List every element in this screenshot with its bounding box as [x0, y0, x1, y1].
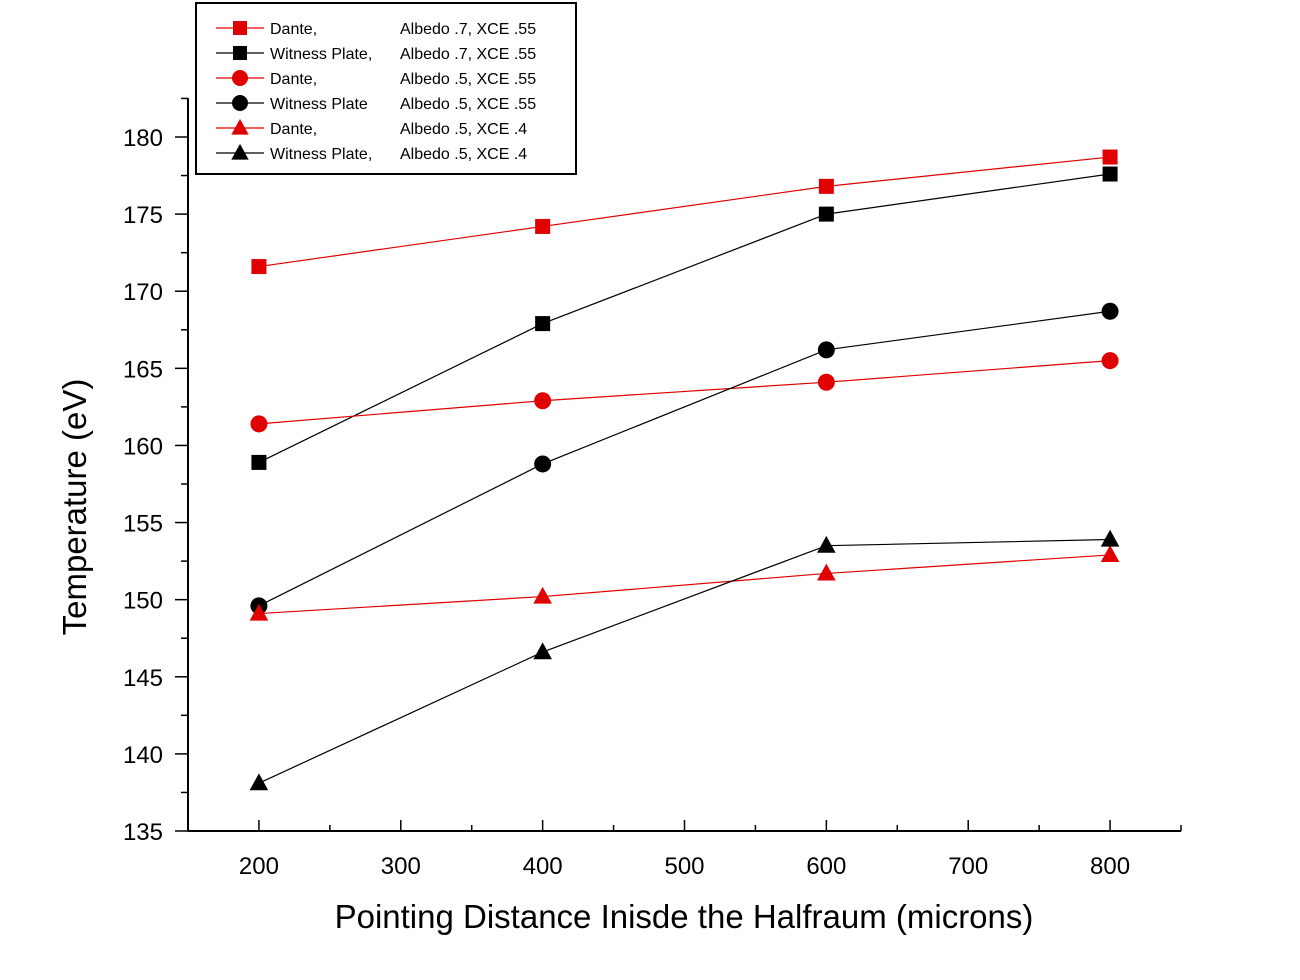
x-tick-label: 800 — [1090, 853, 1130, 880]
x-tick-label: 400 — [523, 853, 563, 880]
data-point — [818, 206, 834, 222]
legend-detail: Albedo .5, XCE .55 — [400, 96, 536, 113]
x-tick-label: 500 — [664, 853, 704, 880]
y-tick-label: 160 — [123, 433, 163, 460]
legend-detail: Albedo .5, XCE .4 — [400, 146, 527, 163]
series-line — [258, 310, 1111, 607]
data-point — [1102, 149, 1118, 165]
data-point — [817, 535, 836, 553]
y-tick-label: 150 — [123, 588, 163, 615]
y-tick-label: 155 — [123, 511, 163, 538]
y-axis-ticks: 135 140 145 150 155 160 165 170 175 180 — [123, 97, 188, 846]
legend-box — [195, 2, 577, 175]
y-tick-label: 170 — [123, 279, 163, 306]
legend-detail: Albedo .7, XCE .55 — [400, 46, 536, 63]
legend-marker — [232, 95, 248, 111]
data-point — [251, 259, 267, 275]
y-axis-title: Temperature (eV) — [56, 379, 93, 636]
data-point — [1100, 529, 1120, 547]
legend-marker — [231, 143, 249, 160]
legend-label: Witness Plate — [270, 96, 368, 113]
y-tick-label: 165 — [123, 356, 163, 383]
series-4 — [250, 302, 1119, 615]
y-tick-label: 145 — [123, 665, 163, 692]
series-5 — [249, 545, 1120, 621]
data-point — [251, 454, 267, 470]
legend-label: Witness Plate, — [270, 46, 372, 63]
legend: Dante, Albedo .7, XCE .55 Witness Plate, Al… — [195, 2, 577, 175]
data-point — [535, 316, 551, 332]
data-point — [1102, 166, 1118, 182]
legend-entry-1: Dante, Albedo .7, XCE .55 — [216, 21, 536, 38]
legend-entry-2: Witness Plate, Albedo .7, XCE .55 — [216, 46, 536, 63]
series-line — [258, 173, 1111, 463]
series-line — [258, 538, 1111, 784]
data-point — [1100, 545, 1120, 563]
data-point — [534, 392, 552, 410]
data-point — [1101, 302, 1119, 320]
x-tick-label: 300 — [381, 853, 421, 880]
y-tick-label: 180 — [123, 125, 163, 152]
legend-marker — [233, 46, 247, 60]
data-point — [534, 455, 552, 473]
y-tick-label: 175 — [123, 202, 163, 229]
legend-entry-4: Witness Plate Albedo .5, XCE .55 — [216, 95, 536, 113]
series-3 — [250, 352, 1119, 433]
legend-detail: Albedo .7, XCE .55 — [400, 21, 536, 38]
data-point — [533, 586, 552, 604]
series-1 — [251, 149, 1118, 275]
x-axis-title: Pointing Distance Inisde the Halfraum (m… — [335, 898, 1034, 935]
data-point — [249, 603, 269, 621]
x-tick-label: 700 — [948, 853, 988, 880]
data-point — [535, 218, 551, 234]
legend-marker — [231, 118, 249, 135]
legend-entry-6: Witness Plate, Albedo .5, XCE .4 — [216, 143, 527, 163]
series-line — [258, 156, 1111, 268]
data-point — [817, 341, 835, 359]
data-point — [818, 178, 834, 194]
legend-marker — [232, 70, 248, 86]
y-tick-label: 135 — [123, 819, 163, 846]
data-point — [249, 773, 269, 791]
data-point — [817, 373, 835, 391]
x-tick-label: 600 — [806, 853, 846, 880]
legend-label: Dante, — [270, 21, 317, 38]
series-layer — [249, 149, 1120, 791]
data-point — [533, 642, 552, 660]
x-axis-ticks: 200 300 400 500 600 700 800 — [187, 820, 1182, 880]
y-tick-label: 140 — [123, 742, 163, 769]
data-point — [817, 563, 836, 581]
axes — [187, 98, 1181, 832]
data-point — [250, 415, 268, 433]
x-tick-label: 200 — [239, 853, 279, 880]
legend-label: Witness Plate, — [270, 146, 372, 163]
legend-label: Dante, — [270, 71, 317, 88]
series-line — [258, 360, 1111, 425]
series-line — [258, 554, 1111, 615]
series-2 — [251, 166, 1118, 470]
legend-entry-5: Dante, Albedo .5, XCE .4 — [216, 118, 527, 138]
legend-label: Dante, — [270, 121, 317, 138]
legend-marker — [233, 21, 247, 35]
series-6 — [249, 529, 1120, 791]
data-point — [1101, 352, 1119, 370]
legend-entry-3: Dante, Albedo .5, XCE .55 — [216, 70, 536, 88]
legend-detail: Albedo .5, XCE .55 — [400, 71, 536, 88]
legend-detail: Albedo .5, XCE .4 — [400, 121, 527, 138]
